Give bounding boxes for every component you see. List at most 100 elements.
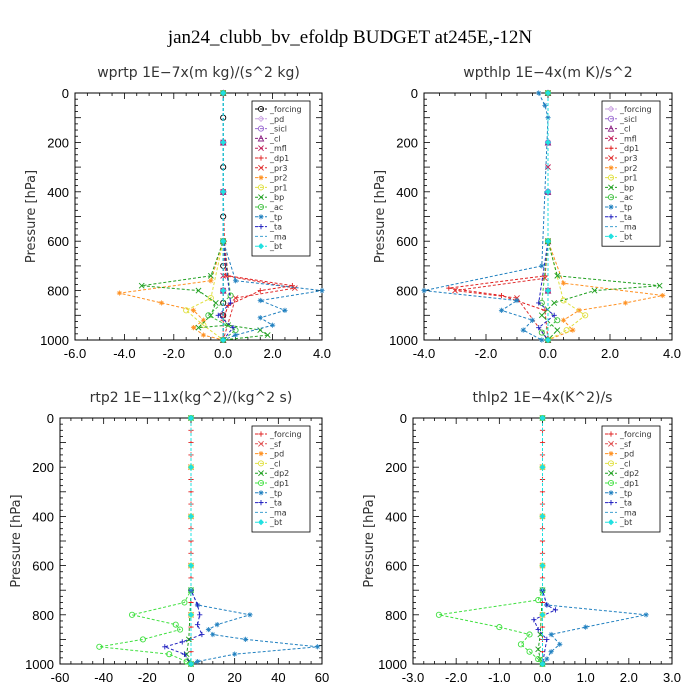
data-point bbox=[194, 658, 201, 665]
y-tick-label: 1000 bbox=[40, 333, 69, 348]
legend-label: _ma bbox=[619, 223, 637, 232]
data-point bbox=[220, 336, 227, 344]
data-point bbox=[200, 332, 207, 338]
x-tick-label: 0.0 bbox=[214, 346, 232, 361]
x-tick-label: 0 bbox=[187, 670, 194, 685]
legend-marker bbox=[257, 479, 265, 487]
legend-label: _pr2 bbox=[269, 174, 287, 183]
x-tick-label: 2.0 bbox=[620, 670, 638, 685]
data-point bbox=[421, 288, 427, 294]
data-point bbox=[535, 656, 542, 663]
legend-marker bbox=[257, 519, 265, 526]
legend-label: _mfl bbox=[619, 134, 637, 143]
data-point bbox=[551, 312, 557, 318]
data-point bbox=[257, 288, 263, 294]
data-point bbox=[195, 287, 202, 294]
data-point bbox=[544, 287, 552, 294]
legend-marker bbox=[258, 500, 264, 506]
y-tick-label: 1000 bbox=[25, 657, 54, 672]
series-line bbox=[222, 93, 295, 341]
data-point bbox=[535, 646, 542, 653]
legend-marker bbox=[257, 184, 265, 191]
panel-rtp2: rtp2 1E−11x(kg^2)/(kg^2 s) Pressure [hPa]… bbox=[9, 390, 329, 685]
data-point bbox=[536, 300, 542, 306]
legend-marker bbox=[258, 145, 264, 152]
data-point bbox=[656, 282, 663, 289]
data-point bbox=[158, 300, 165, 306]
data-point bbox=[576, 307, 582, 313]
y-axis-label: Pressure [hPa] bbox=[373, 170, 388, 263]
data-point bbox=[319, 288, 325, 294]
minor-ticks bbox=[423, 92, 673, 341]
legend-label: _ta bbox=[619, 499, 632, 508]
data-point bbox=[542, 102, 548, 108]
data-point bbox=[544, 636, 550, 642]
data-point bbox=[225, 302, 231, 309]
legend-marker bbox=[608, 490, 614, 496]
legend-label: _ac bbox=[269, 203, 283, 212]
y-tick-label: 0 bbox=[47, 411, 54, 426]
legend-label: _sicl bbox=[269, 125, 287, 134]
legend-marker bbox=[258, 451, 264, 457]
series-line bbox=[185, 93, 224, 341]
series-line bbox=[538, 93, 556, 341]
series-ta bbox=[162, 415, 205, 667]
legend-label: _bt bbox=[269, 518, 282, 527]
legend-label: _ta bbox=[619, 213, 632, 222]
legend-marker bbox=[258, 175, 264, 181]
data-point bbox=[315, 644, 321, 650]
y-tick-label: 800 bbox=[396, 284, 418, 299]
legend-marker bbox=[607, 194, 615, 201]
series-ac bbox=[538, 89, 561, 344]
legend-label: _tp bbox=[269, 489, 282, 498]
legend-label: _dp2 bbox=[269, 469, 289, 478]
legend-label: _mfl bbox=[269, 144, 287, 153]
x-tick-label: 0.0 bbox=[539, 346, 557, 361]
y-tick-label: 200 bbox=[396, 135, 418, 150]
legend-label: _sicl bbox=[619, 115, 637, 124]
data-point bbox=[190, 325, 197, 331]
data-point bbox=[264, 332, 271, 338]
data-point bbox=[210, 631, 216, 638]
legend-box bbox=[601, 100, 661, 247]
series-line bbox=[533, 418, 557, 665]
data-point bbox=[545, 115, 551, 121]
legend-label: _bt bbox=[619, 232, 632, 241]
x-tick-label: 2.0 bbox=[264, 346, 282, 361]
legend-marker bbox=[257, 105, 265, 113]
data-point bbox=[536, 325, 542, 331]
data-point bbox=[187, 464, 195, 471]
data-point bbox=[544, 139, 552, 146]
legend-marker bbox=[608, 214, 614, 220]
data-point bbox=[227, 292, 234, 299]
data-point bbox=[230, 325, 236, 331]
legend-marker bbox=[608, 431, 614, 437]
x-tick-label: -60 bbox=[51, 670, 70, 685]
series-ta bbox=[536, 90, 557, 343]
data-point bbox=[194, 602, 201, 608]
data-point bbox=[554, 317, 561, 324]
data-point bbox=[247, 612, 253, 618]
legend-marker bbox=[608, 470, 614, 477]
data-point bbox=[539, 263, 545, 269]
data-point bbox=[179, 639, 185, 645]
legend-label: _tp bbox=[619, 489, 632, 498]
legend-label: _ta bbox=[269, 499, 282, 508]
data-point bbox=[228, 300, 234, 306]
data-point bbox=[535, 596, 542, 604]
x-tick-label: 1.0 bbox=[577, 670, 595, 685]
data-point bbox=[446, 285, 452, 291]
data-point bbox=[232, 278, 239, 284]
data-point bbox=[660, 292, 666, 299]
legend-label: _tp bbox=[269, 213, 282, 222]
data-point bbox=[128, 611, 136, 618]
series-line bbox=[454, 93, 549, 341]
x-tick-label: -20 bbox=[138, 670, 157, 685]
y-tick-label: 200 bbox=[385, 460, 407, 475]
data-point bbox=[535, 626, 541, 633]
x-tick-label: -2.0 bbox=[475, 346, 497, 361]
legend-label: _pr3 bbox=[269, 164, 287, 173]
y-axis-label: Pressure [hPa] bbox=[24, 170, 39, 263]
series-line bbox=[547, 93, 587, 341]
y-tick-label: 200 bbox=[32, 460, 54, 475]
